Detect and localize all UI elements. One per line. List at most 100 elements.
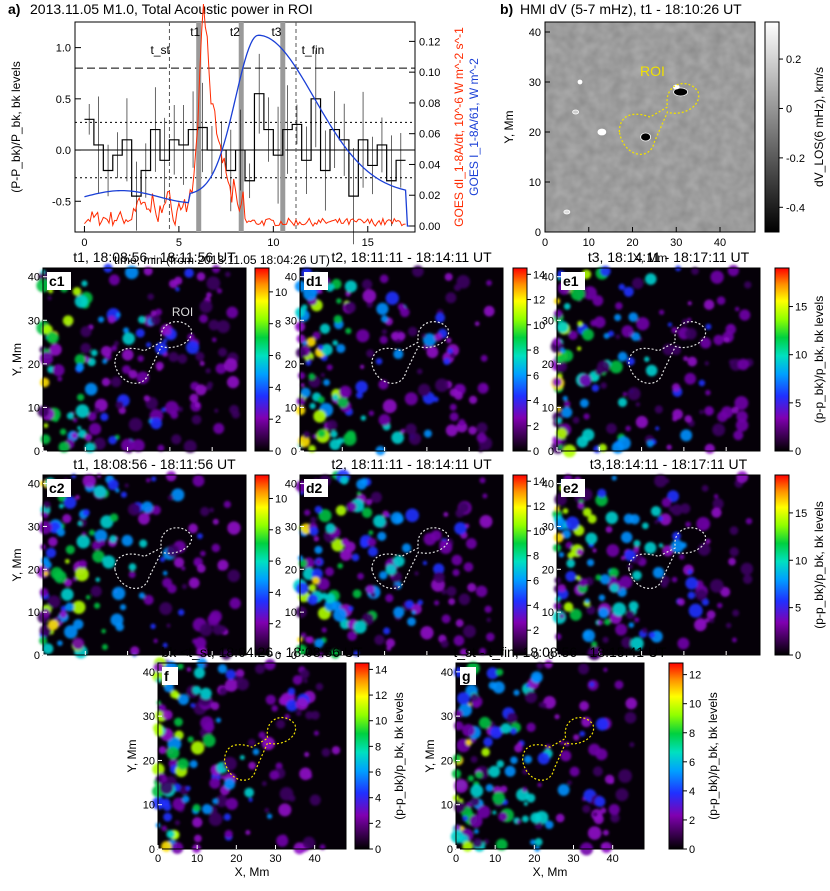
map-blob [597, 488, 607, 498]
map-blob [319, 323, 331, 334]
map-blob [170, 689, 179, 699]
map-cb-tick-label: 6 [375, 767, 381, 779]
map-roi-label: ROI [172, 305, 193, 319]
map-blob [422, 560, 428, 566]
map-blob [623, 286, 634, 297]
map-ytick-label: 30 [441, 711, 453, 723]
map-blob [556, 361, 568, 373]
map-blob [458, 418, 466, 426]
map-blob [393, 606, 405, 618]
map-blob [400, 428, 406, 434]
map-blob [458, 593, 471, 606]
map-ytick-label: 10 [542, 402, 554, 414]
map-blob [522, 768, 529, 775]
map-blob [75, 495, 80, 500]
map-blob [644, 273, 657, 285]
map-blob [245, 829, 251, 836]
map-blob [81, 280, 88, 287]
map-blob [367, 537, 377, 547]
map-blob [366, 301, 373, 308]
map-blob [608, 567, 619, 578]
map-blob [161, 407, 167, 413]
panel-a-xtick-label: 10 [267, 237, 279, 249]
map-blob [530, 839, 536, 846]
map-blob [58, 441, 70, 453]
map-blob [102, 358, 108, 364]
map-badge-bg [47, 479, 71, 497]
map-blob [156, 365, 163, 371]
map-blob [88, 422, 102, 436]
map-blob [614, 680, 624, 690]
map-xtick-label: 0 [155, 853, 161, 865]
map-blob [212, 798, 219, 805]
map-blob [728, 557, 736, 566]
map-ytick-label: 20 [28, 564, 40, 576]
map-blob [100, 412, 109, 422]
map-blob [74, 567, 89, 582]
map-blob [138, 592, 146, 599]
map-cb-tick-label: 0 [795, 650, 801, 662]
map-blob [167, 494, 174, 501]
map-cb-tick-label: 8 [689, 728, 695, 740]
map-blob [65, 545, 75, 555]
map-badge: d1 [306, 273, 323, 289]
map-cb-tick-label: 10 [795, 555, 807, 567]
map-blob [212, 518, 219, 525]
map-ytick-label: 10 [542, 607, 554, 619]
map-blob [472, 837, 483, 848]
map-blob [211, 337, 217, 343]
map-blob [687, 356, 698, 367]
map-blob [492, 791, 506, 805]
map-blob [586, 605, 596, 615]
map-blob [662, 545, 674, 557]
map-blob [633, 546, 640, 553]
map-blob [109, 535, 117, 543]
map-blob [633, 539, 641, 548]
map-blob [453, 721, 464, 731]
map-blob [650, 506, 662, 517]
map-blob [557, 783, 570, 796]
map-blob [84, 382, 98, 396]
map-blob [374, 634, 385, 645]
map-blobs [36, 263, 240, 454]
map-blob [62, 514, 72, 524]
map-blob [63, 496, 77, 509]
map-cb-label: (p-p_bk)/p_bk, bk levels [812, 501, 826, 628]
map-blob [93, 437, 106, 450]
map-blob [474, 321, 480, 327]
map-blob [478, 716, 491, 729]
map-blob [560, 347, 566, 354]
map-blob [704, 443, 715, 454]
map-blob [414, 571, 419, 576]
map-blob [492, 681, 505, 694]
map-blob [397, 332, 406, 341]
map-blob [595, 493, 608, 507]
map-blob [77, 521, 83, 526]
map-blob [159, 781, 174, 795]
map-blob [218, 347, 228, 357]
map-blob [368, 530, 374, 536]
map-cb-tick-label: 4 [533, 396, 539, 408]
map-blob [130, 646, 140, 656]
map-blob [143, 395, 150, 402]
map-blob [558, 584, 566, 593]
map-blob [467, 775, 475, 782]
map-ytick-label: 30 [542, 521, 554, 533]
map-blob [209, 507, 215, 513]
map-blob [449, 412, 459, 422]
map-blob [600, 807, 607, 814]
map-blob [39, 377, 50, 388]
map-blob [194, 636, 207, 649]
map-blob [485, 783, 494, 792]
map-badge-bg [304, 479, 328, 497]
map-blob [705, 389, 711, 396]
map-blob [479, 647, 487, 655]
map-ytick-label: 20 [542, 564, 554, 576]
map-blob [199, 314, 208, 324]
map-blob [567, 780, 572, 786]
map-blob [227, 521, 241, 535]
map-ytick-label: 30 [285, 521, 297, 533]
map-blob [725, 622, 732, 629]
map-blob [139, 539, 148, 548]
map-blob [127, 503, 141, 516]
